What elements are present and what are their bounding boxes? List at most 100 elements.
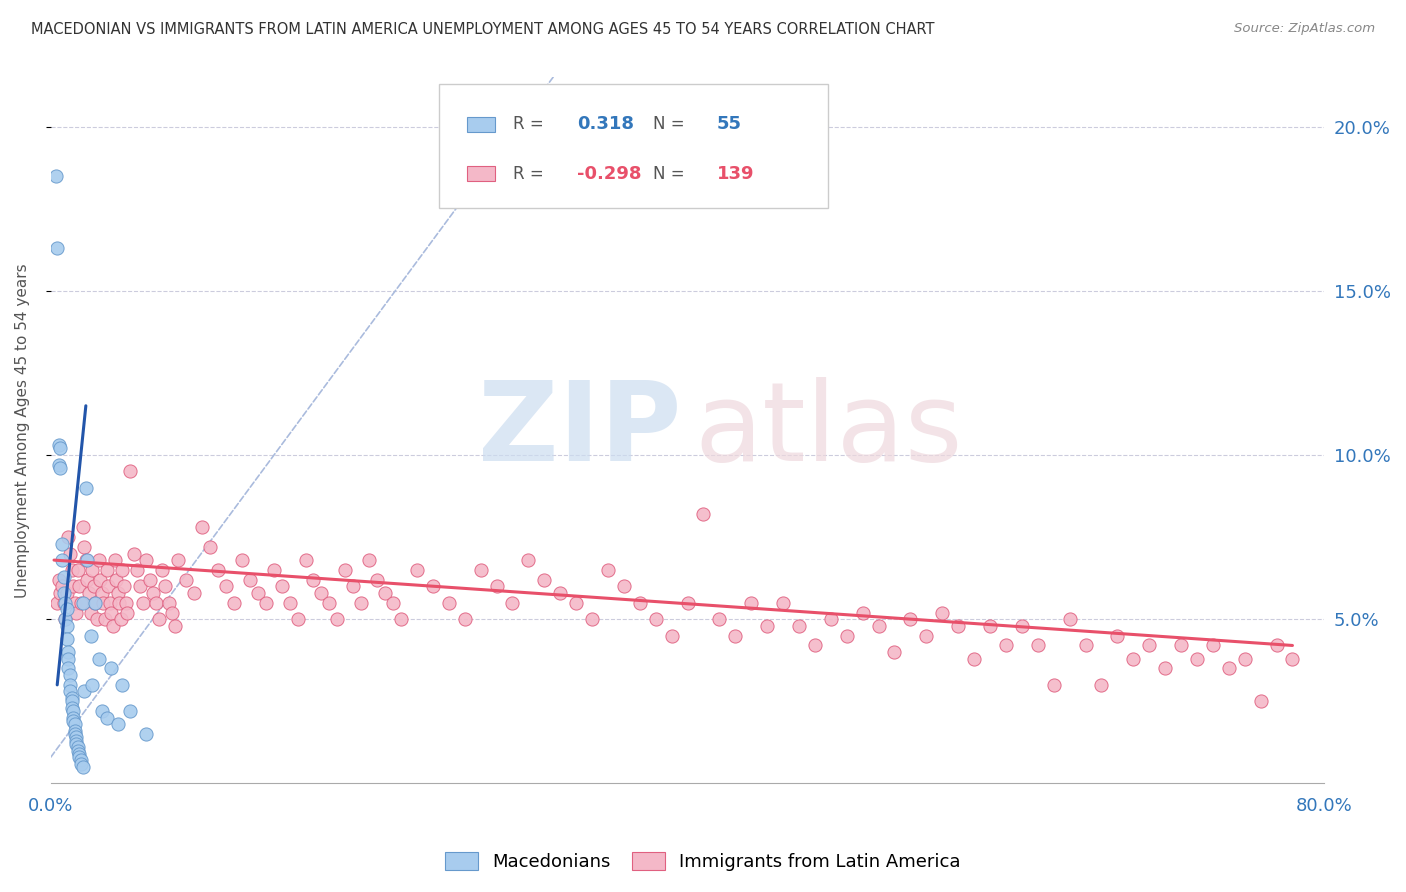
Point bbox=[1250, 694, 1272, 708]
Point bbox=[979, 619, 1001, 633]
Point bbox=[1233, 651, 1256, 665]
Point bbox=[437, 596, 460, 610]
Point bbox=[1202, 639, 1225, 653]
Point bbox=[994, 639, 1017, 653]
Text: atlas: atlas bbox=[695, 377, 963, 483]
Point bbox=[1154, 661, 1177, 675]
Point bbox=[60, 563, 83, 577]
Point bbox=[613, 579, 636, 593]
Legend: Macedonians, Immigrants from Latin America: Macedonians, Immigrants from Latin Ameri… bbox=[439, 845, 967, 879]
Point bbox=[215, 579, 238, 593]
Point bbox=[1042, 678, 1064, 692]
Point bbox=[90, 704, 112, 718]
Point bbox=[382, 596, 405, 610]
Point bbox=[103, 553, 125, 567]
Point bbox=[148, 612, 170, 626]
Point bbox=[239, 573, 262, 587]
Point bbox=[517, 553, 540, 567]
Point bbox=[110, 612, 132, 626]
Point bbox=[66, 740, 89, 755]
Text: 55: 55 bbox=[717, 115, 742, 134]
Point bbox=[1170, 639, 1192, 653]
Point bbox=[454, 612, 477, 626]
Point bbox=[565, 596, 588, 610]
FancyBboxPatch shape bbox=[467, 166, 495, 181]
Point bbox=[48, 573, 70, 587]
Point bbox=[207, 563, 229, 577]
Point bbox=[58, 530, 80, 544]
Point bbox=[820, 612, 842, 626]
Point bbox=[1185, 651, 1208, 665]
Point bbox=[756, 619, 779, 633]
Point bbox=[183, 586, 205, 600]
Point bbox=[326, 612, 349, 626]
Point bbox=[63, 717, 86, 731]
Point bbox=[246, 586, 269, 600]
Point bbox=[335, 563, 357, 577]
Point bbox=[302, 573, 325, 587]
Point bbox=[222, 596, 245, 610]
FancyBboxPatch shape bbox=[439, 85, 828, 208]
Point bbox=[125, 563, 148, 577]
Point bbox=[132, 596, 155, 610]
Point bbox=[82, 678, 104, 692]
Text: N =: N = bbox=[654, 165, 685, 183]
Point bbox=[97, 579, 120, 593]
Point bbox=[581, 612, 603, 626]
Point bbox=[1090, 678, 1112, 692]
Point bbox=[55, 619, 77, 633]
Point bbox=[804, 639, 827, 653]
Text: 139: 139 bbox=[717, 165, 755, 183]
Text: R =: R = bbox=[513, 165, 544, 183]
Point bbox=[52, 586, 75, 600]
Point bbox=[852, 606, 875, 620]
Point bbox=[49, 461, 72, 475]
Text: R =: R = bbox=[513, 115, 544, 134]
Point bbox=[60, 691, 83, 706]
Point bbox=[75, 481, 97, 495]
Point bbox=[145, 596, 167, 610]
Point bbox=[740, 596, 762, 610]
Point bbox=[100, 606, 122, 620]
Point bbox=[150, 563, 173, 577]
Point bbox=[406, 563, 429, 577]
Point bbox=[52, 596, 75, 610]
Point bbox=[79, 606, 101, 620]
Point bbox=[49, 586, 72, 600]
Point bbox=[66, 743, 89, 757]
Point bbox=[374, 586, 396, 600]
Point bbox=[72, 596, 94, 610]
Point bbox=[76, 573, 98, 587]
Point bbox=[58, 645, 80, 659]
Point bbox=[868, 619, 890, 633]
Point bbox=[45, 169, 67, 183]
Point bbox=[51, 537, 73, 551]
Point bbox=[548, 586, 571, 600]
Point bbox=[65, 737, 87, 751]
Point bbox=[53, 612, 76, 626]
Point bbox=[157, 596, 180, 610]
Point bbox=[70, 596, 93, 610]
Point bbox=[63, 723, 86, 738]
Point bbox=[62, 714, 84, 728]
Point bbox=[138, 573, 160, 587]
Point bbox=[1074, 639, 1097, 653]
Point bbox=[163, 619, 186, 633]
Point bbox=[84, 596, 107, 610]
Point bbox=[359, 553, 381, 567]
Point bbox=[48, 458, 70, 472]
Point bbox=[77, 586, 100, 600]
Point bbox=[114, 596, 136, 610]
Point bbox=[52, 569, 75, 583]
Point bbox=[709, 612, 731, 626]
Y-axis label: Unemployment Among Ages 45 to 54 years: Unemployment Among Ages 45 to 54 years bbox=[15, 263, 30, 598]
Point bbox=[53, 612, 76, 626]
Point bbox=[231, 553, 253, 567]
Point bbox=[72, 520, 94, 534]
Point bbox=[628, 596, 651, 610]
Point bbox=[174, 573, 197, 587]
Point bbox=[596, 563, 619, 577]
Point bbox=[111, 678, 134, 692]
Point bbox=[963, 651, 986, 665]
Text: 0.318: 0.318 bbox=[576, 115, 634, 134]
